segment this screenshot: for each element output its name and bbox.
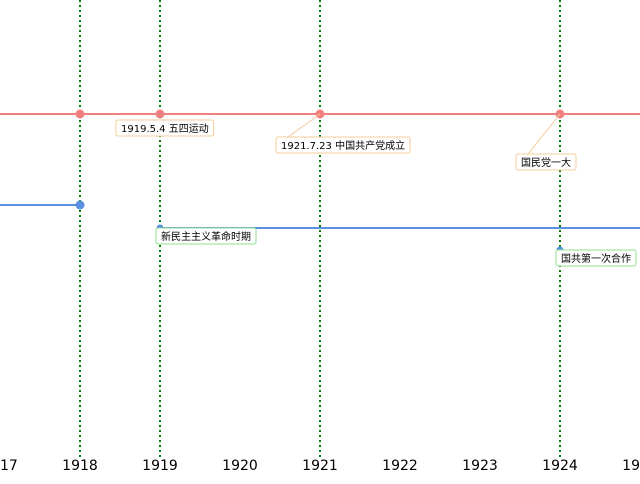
x-tick-label-1925: 1925 [622,458,640,474]
x-tick-label-1919: 1919 [142,458,178,474]
x-tick-label-1917: 1917 [0,458,18,474]
annotation-first-united-front-box [555,249,637,267]
x-tick-label-1924: 1924 [542,458,578,474]
annotation-kmt-congress-box [515,153,577,171]
annotation-ccp-founded-box [275,136,411,154]
annotation-new-democratic-box [155,227,257,245]
x-tick-label-1923: 1923 [462,458,498,474]
annotation-ccp-founded: 1921.7.23 中国共产党成立 [281,139,405,152]
annotation-ccp-founded-leader [287,113,321,138]
x-tick-label-1918: 1918 [62,458,98,474]
annotation-wusi-box [115,119,215,137]
annotation-kmt-congress: 国民党一大 [521,156,571,169]
series-red-point-1919[interactable] [155,109,165,119]
annotation-kmt-congress-leader [527,113,561,155]
x-tick-label-1920: 1920 [222,458,258,474]
x-tick-label-1921: 1921 [302,458,338,474]
series-red-point-1918[interactable] [75,109,85,119]
annotation-new-democratic: 新民主主义革命时期 [161,230,251,243]
x-tick-label-1922: 1922 [382,458,418,474]
annotation-first-united-front: 国共第一次合作 [561,252,631,265]
annotation-wusi: 1919.5.4 五四运动 [121,123,209,135]
series-blue-point-1918[interactable] [75,200,85,210]
